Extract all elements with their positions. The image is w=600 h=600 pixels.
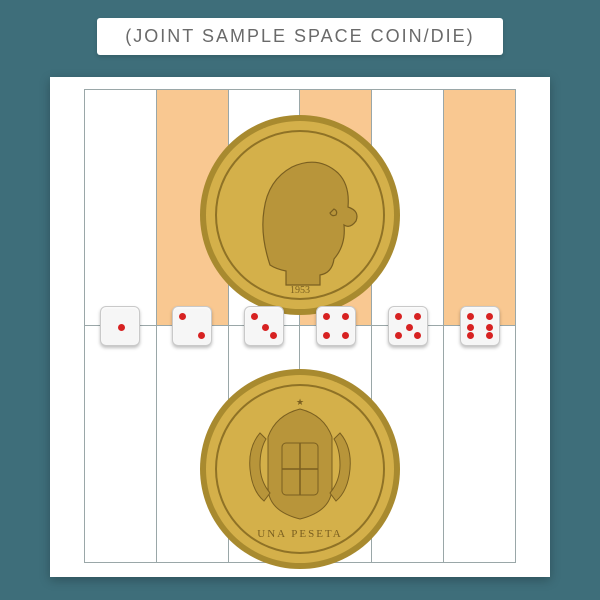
pip xyxy=(467,324,474,331)
title-text: (JOINT SAMPLE SPACE COIN/DIE) xyxy=(125,26,474,46)
pip xyxy=(406,324,413,331)
die-slot xyxy=(228,304,300,348)
pip xyxy=(414,313,421,320)
pip xyxy=(118,324,125,331)
die-face-2 xyxy=(172,306,212,346)
die-slot xyxy=(84,304,156,348)
cell-tails xyxy=(444,326,515,562)
pip xyxy=(323,313,330,320)
diagram-panel: 1953 UNA PESETA ★ xyxy=(50,77,550,577)
svg-text:★: ★ xyxy=(296,397,304,407)
die-slot xyxy=(444,304,516,348)
dice-row xyxy=(84,304,516,348)
pip xyxy=(486,324,493,331)
coin-heads: 1953 xyxy=(200,115,400,315)
die-face-6 xyxy=(460,306,500,346)
pip xyxy=(467,332,474,339)
die-slot xyxy=(300,304,372,348)
die-face-3 xyxy=(244,306,284,346)
pip xyxy=(467,313,474,320)
cell-tails xyxy=(85,326,156,562)
pip xyxy=(262,324,269,331)
pip xyxy=(486,332,493,339)
svg-text:1953: 1953 xyxy=(290,285,310,296)
svg-text:UNA PESETA: UNA PESETA xyxy=(257,528,342,540)
die-slot xyxy=(372,304,444,348)
pip xyxy=(251,313,258,320)
pip xyxy=(414,332,421,339)
title-banner: (JOINT SAMPLE SPACE COIN/DIE) xyxy=(97,18,502,55)
pip xyxy=(198,332,205,339)
pip xyxy=(342,332,349,339)
coin-tails: UNA PESETA ★ xyxy=(200,369,400,569)
cell-heads xyxy=(85,90,156,326)
pip xyxy=(179,313,186,320)
pip xyxy=(342,313,349,320)
die-face-1 xyxy=(100,306,140,346)
die-face-4 xyxy=(316,306,356,346)
cell-heads xyxy=(444,90,515,326)
pip xyxy=(395,332,402,339)
pip xyxy=(270,332,277,339)
pip xyxy=(395,313,402,320)
die-face-5 xyxy=(388,306,428,346)
die-slot xyxy=(156,304,228,348)
pip xyxy=(486,313,493,320)
pip xyxy=(323,332,330,339)
